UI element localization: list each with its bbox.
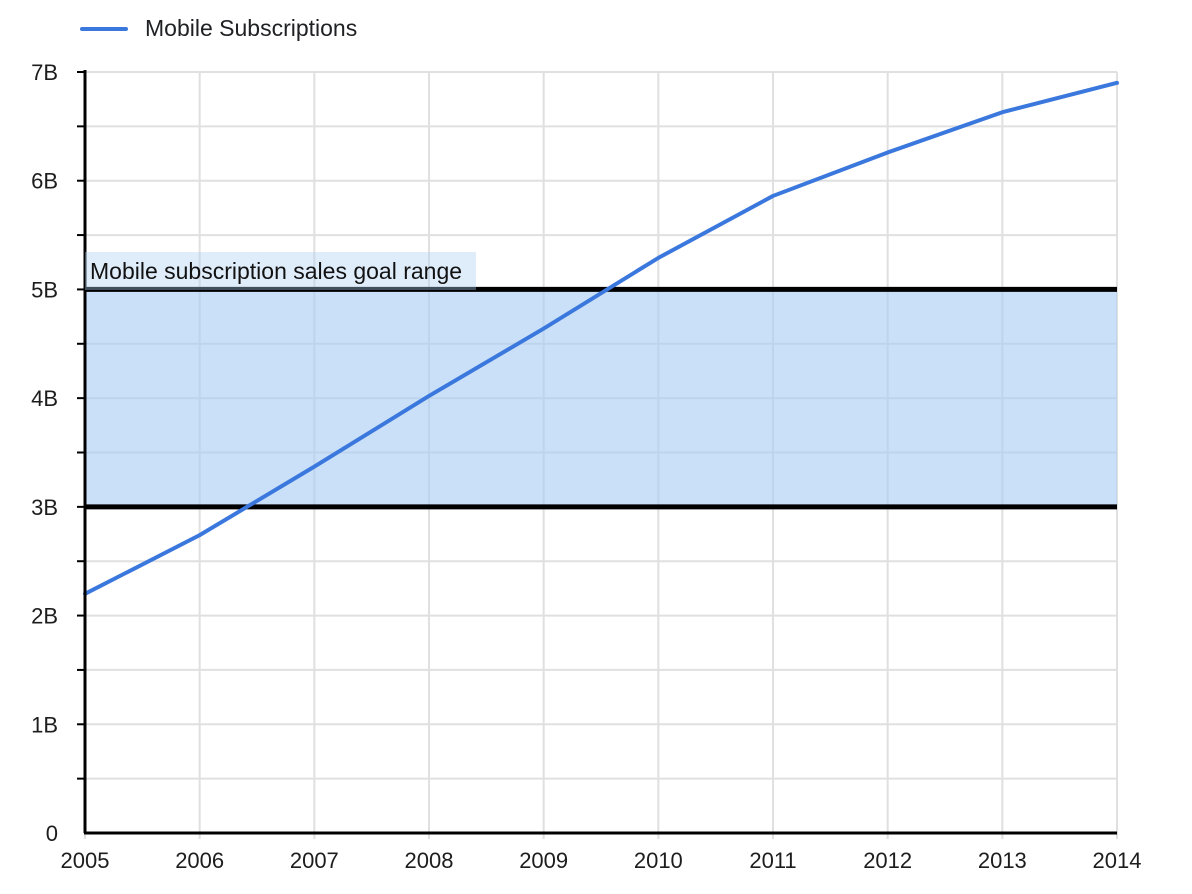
y-axis-label: 1B: [31, 712, 58, 737]
series-line-mobile-subscriptions: [83, 80, 1119, 596]
x-axis-label: 2013: [978, 848, 1027, 873]
x-axis-label: 2012: [863, 848, 912, 873]
x-axis-label: 2014: [1093, 848, 1142, 873]
x-axis-label: 2011: [749, 848, 796, 873]
x-axis-label: 2005: [61, 848, 110, 873]
goal-range-annotation: Mobile subscription sales goal range: [85, 252, 477, 290]
x-axis-label: 2006: [175, 848, 224, 873]
y-axis-label: 4B: [31, 386, 58, 411]
y-axis-label: 7B: [31, 60, 58, 85]
x-axis-label: 2010: [634, 848, 683, 873]
y-axis-label: 3B: [31, 495, 58, 520]
x-axis-label: 2008: [405, 848, 454, 873]
legend-line-swatch: [80, 26, 128, 31]
x-axis-label: 2007: [290, 848, 339, 873]
y-axis-label: 2B: [31, 604, 58, 629]
goal-range-band: [85, 289, 1117, 507]
legend: Mobile Subscriptions: [80, 15, 357, 42]
y-axis-label: 5B: [31, 277, 58, 302]
legend-label: Mobile Subscriptions: [145, 15, 358, 41]
y-axis-label: 0: [46, 821, 58, 846]
y-axis-label: 6B: [31, 169, 58, 194]
x-axis-label: 2009: [519, 848, 568, 873]
